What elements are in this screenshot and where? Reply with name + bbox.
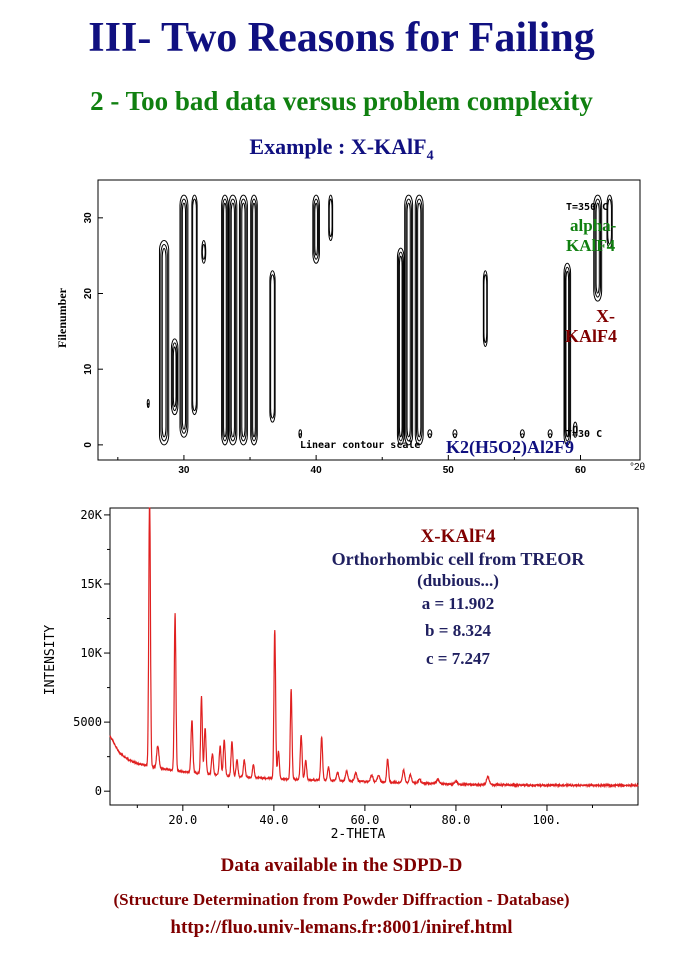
contour-peak-band — [520, 433, 525, 439]
contour-peak-band — [160, 244, 168, 442]
example-subscript: 4 — [426, 148, 434, 164]
contour-ylabel: Filenumber — [55, 287, 69, 348]
contour-peak-band — [222, 198, 228, 442]
contour-peak-band — [406, 202, 411, 438]
contour-peak-band — [241, 202, 246, 438]
footer-line-2: (Structure Determination from Powder Dif… — [113, 890, 570, 909]
contour-peak-band — [593, 194, 603, 302]
contour-peak-band — [573, 425, 578, 434]
contour-peak-band — [414, 194, 424, 446]
contour-peak-band — [221, 194, 229, 446]
contour-peak-band — [172, 346, 177, 408]
contour-peak-band — [238, 194, 248, 446]
example-text: Example : X-KAlF — [249, 134, 427, 159]
contour-peak-band — [564, 266, 571, 442]
contour-peak-band — [453, 433, 457, 439]
contour-y-tick-label: 20 — [83, 288, 94, 300]
contour-peak-band — [201, 244, 206, 260]
phase-label-k2: K2(H5O2)Al2F9 — [446, 437, 574, 458]
contour-peak-band — [312, 194, 320, 264]
contour-top-temp: T=350 C — [566, 202, 608, 213]
phase-label-alpha-1: alpha- — [570, 216, 617, 235]
contour-peak-band — [328, 198, 333, 238]
contour-peak-band — [161, 248, 167, 438]
contour-peak-band — [417, 202, 422, 438]
contour-peak-band — [314, 202, 318, 256]
phase-label-x-2: KAlF4 — [565, 326, 617, 346]
contour-peak-band — [269, 270, 276, 423]
contour-peak-band — [240, 198, 247, 442]
phase-label-alpha-2: KAlF4 — [566, 236, 616, 255]
slide-subtitle: 2 - Too bad data versus problem complexi… — [90, 86, 593, 116]
contour-peak-band — [201, 240, 207, 264]
contour-peak-band — [229, 198, 237, 442]
contour-peak-band — [180, 198, 188, 434]
contour-peak-band — [565, 270, 570, 438]
contour-peak-band — [147, 402, 150, 408]
contour-x-tick-label: 30 — [178, 465, 190, 476]
contour-peak-band — [427, 433, 432, 439]
contour-peak-band — [192, 198, 197, 412]
contour-peak-band — [181, 202, 187, 430]
contour-peak-band — [230, 202, 235, 438]
contour-peak-band — [404, 194, 414, 446]
contour-peak-band — [158, 240, 170, 446]
contour-ticks: 30 40 50 60 0 10 20 30 — [83, 212, 587, 476]
contour-peak-band — [606, 194, 613, 249]
contour-peak-band — [298, 433, 302, 439]
contour-peak-band — [328, 194, 334, 242]
contour-peak-band — [223, 202, 227, 438]
contour-scale-note: Linear contour scale — [300, 439, 420, 451]
contour-peak-band — [171, 342, 178, 412]
contour-peak-band — [482, 270, 488, 347]
contour-peak-band — [251, 198, 257, 442]
footer-line-1: Data available in the SDPD-D — [220, 855, 463, 876]
contour-peak-band — [483, 274, 488, 343]
contour-peak-band — [170, 338, 179, 416]
slide-title: III- Two Reasons for Failing — [88, 15, 595, 61]
contour-peak-band — [396, 247, 405, 446]
contour-y-tick-label: 10 — [83, 363, 94, 375]
contour-peak-band — [270, 274, 275, 419]
contour-bottom-temp: T=30 C — [566, 429, 602, 440]
contour-y-tick-label: 30 — [83, 212, 94, 224]
contour-peak-band — [405, 198, 412, 442]
contour-peak-band — [594, 198, 601, 298]
contour-axes — [97, 179, 641, 461]
contour-frame — [97, 179, 641, 461]
contour-peak-band — [179, 194, 189, 438]
footer-line-3[interactable]: http://fluo.univ-lemans.fr:8001/iniref.h… — [170, 917, 513, 938]
contour-peak-band — [415, 198, 423, 442]
contour-peak-band — [191, 194, 198, 416]
contour-peak-band — [398, 255, 403, 438]
contour-peak-band — [252, 202, 256, 438]
contour-peak-band — [228, 194, 238, 446]
contour-peak-band — [548, 433, 552, 439]
contour-peak-band — [572, 421, 578, 438]
contour-peak-band — [397, 251, 404, 442]
contour-peak-band — [607, 198, 612, 245]
contour-x-tick-label: 40 — [311, 465, 323, 476]
example-heading: Example : X-KAlF4 — [0, 132, 683, 171]
phase-label-x-1: X- — [596, 306, 615, 326]
contour-peak-band — [250, 194, 258, 446]
contour-x-tick-label: 60 — [575, 465, 587, 476]
contour-x-end-label: °2θ — [630, 462, 646, 473]
contour-peak-band — [313, 198, 319, 260]
contour-x-tick-label: 50 — [443, 465, 455, 476]
contour-peak-band — [595, 202, 600, 294]
contour-peak-band — [563, 262, 572, 446]
contour-lines — [146, 194, 613, 446]
contour-y-tick-label: 0 — [83, 442, 94, 448]
